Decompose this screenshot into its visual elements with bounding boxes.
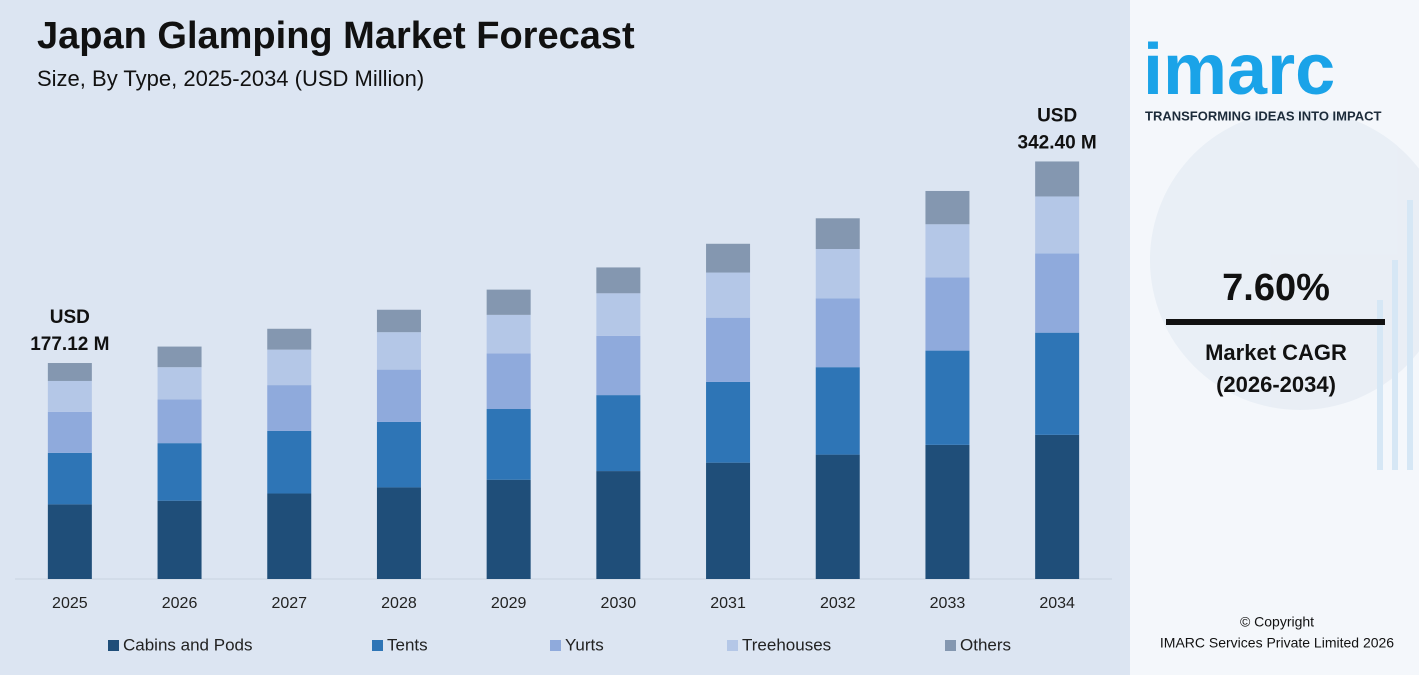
copyright: IMARC Services Private Limited 2026 bbox=[1160, 635, 1394, 651]
bar-segment bbox=[376, 309, 421, 333]
legend-label: Tents bbox=[387, 635, 428, 654]
bar-segment bbox=[267, 430, 312, 494]
x-tick-label: 2031 bbox=[710, 595, 746, 612]
bar-segment bbox=[47, 504, 92, 579]
legend-label: Others bbox=[960, 635, 1011, 654]
cagr-label: (2026-2034) bbox=[1216, 372, 1336, 397]
bar-segment bbox=[596, 471, 641, 579]
bar-segment bbox=[376, 421, 421, 488]
bar-segment bbox=[925, 444, 970, 579]
bar-segment bbox=[815, 454, 860, 579]
bar-segment bbox=[157, 367, 202, 400]
bar-segment bbox=[486, 353, 531, 410]
bar-segment bbox=[267, 349, 312, 386]
bar-segment bbox=[1035, 161, 1080, 197]
sidebar-background bbox=[1130, 0, 1419, 675]
bar-segment bbox=[376, 369, 421, 422]
legend-label: Treehouses bbox=[742, 635, 831, 654]
legend-swatch bbox=[108, 640, 119, 651]
cagr-value: 7.60% bbox=[1222, 267, 1330, 309]
bar-segment bbox=[486, 479, 531, 579]
bar-segment bbox=[47, 452, 92, 505]
bar-segment bbox=[925, 190, 970, 225]
total-label: USD bbox=[50, 307, 90, 328]
x-tick-label: 2026 bbox=[162, 595, 198, 612]
bar-segment bbox=[706, 462, 751, 579]
bar-segment bbox=[267, 385, 312, 431]
bar-segment bbox=[1035, 332, 1080, 435]
bar-segment bbox=[47, 363, 92, 381]
cagr-label: Market CAGR bbox=[1205, 340, 1347, 365]
bar-segment bbox=[925, 277, 970, 351]
bar-segment bbox=[267, 328, 312, 350]
bar-segment bbox=[596, 395, 641, 472]
logo: imarc bbox=[1143, 30, 1335, 110]
bar-segment bbox=[486, 314, 531, 354]
bar-segment bbox=[1035, 253, 1080, 333]
bar-segment bbox=[157, 399, 202, 444]
bar-segment bbox=[376, 487, 421, 579]
bar-segment bbox=[47, 411, 92, 453]
total-label: 177.12 M bbox=[30, 334, 109, 355]
total-label: USD bbox=[1037, 105, 1077, 126]
bar-segment bbox=[596, 335, 641, 396]
bar-segment bbox=[596, 267, 641, 294]
bar-segment bbox=[157, 443, 202, 501]
chart-title: Japan Glamping Market Forecast bbox=[37, 15, 635, 57]
bar-segment bbox=[1035, 434, 1080, 579]
x-tick-label: 2029 bbox=[491, 595, 527, 612]
x-tick-label: 2025 bbox=[52, 595, 88, 612]
bar-segment bbox=[47, 380, 92, 412]
bar-segment bbox=[815, 367, 860, 455]
bar-segment bbox=[596, 293, 641, 336]
x-tick-label: 2030 bbox=[601, 595, 637, 612]
legend-swatch bbox=[550, 640, 561, 651]
x-tick-label: 2028 bbox=[381, 595, 417, 612]
x-tick-label: 2033 bbox=[930, 595, 966, 612]
bar-segment bbox=[925, 350, 970, 445]
legend-label: Cabins and Pods bbox=[123, 635, 252, 654]
bar-segment bbox=[1035, 196, 1080, 254]
bar-segment bbox=[157, 500, 202, 579]
bar-segment bbox=[376, 332, 421, 370]
legend-swatch bbox=[727, 640, 738, 651]
legend-label: Yurts bbox=[565, 635, 604, 654]
x-tick-label: 2034 bbox=[1039, 595, 1075, 612]
bar-segment bbox=[706, 317, 751, 382]
x-tick-label: 2032 bbox=[820, 595, 856, 612]
copyright: © Copyright bbox=[1240, 614, 1314, 630]
bar-segment bbox=[925, 224, 970, 278]
legend-swatch bbox=[372, 640, 383, 651]
bar-segment bbox=[486, 409, 531, 480]
bar-segment bbox=[267, 493, 312, 579]
bar-segment bbox=[706, 381, 751, 463]
bar-segment bbox=[815, 218, 860, 250]
bar-segment bbox=[486, 289, 531, 315]
bar-segment bbox=[706, 272, 751, 318]
chart-subtitle: Size, By Type, 2025-2034 (USD Million) bbox=[37, 66, 424, 91]
tagline: TRANSFORMING IDEAS INTO IMPACT bbox=[1145, 108, 1381, 123]
bar-segment bbox=[157, 346, 202, 368]
legend-swatch bbox=[945, 640, 956, 651]
bar-segment bbox=[706, 243, 751, 273]
bar-segment bbox=[815, 249, 860, 299]
sidebar-decoration bbox=[1150, 110, 1419, 470]
x-tick-label: 2027 bbox=[271, 595, 307, 612]
bar-segment bbox=[815, 298, 860, 368]
cagr-divider bbox=[1166, 319, 1385, 325]
total-label: 342.40 M bbox=[1018, 132, 1097, 153]
